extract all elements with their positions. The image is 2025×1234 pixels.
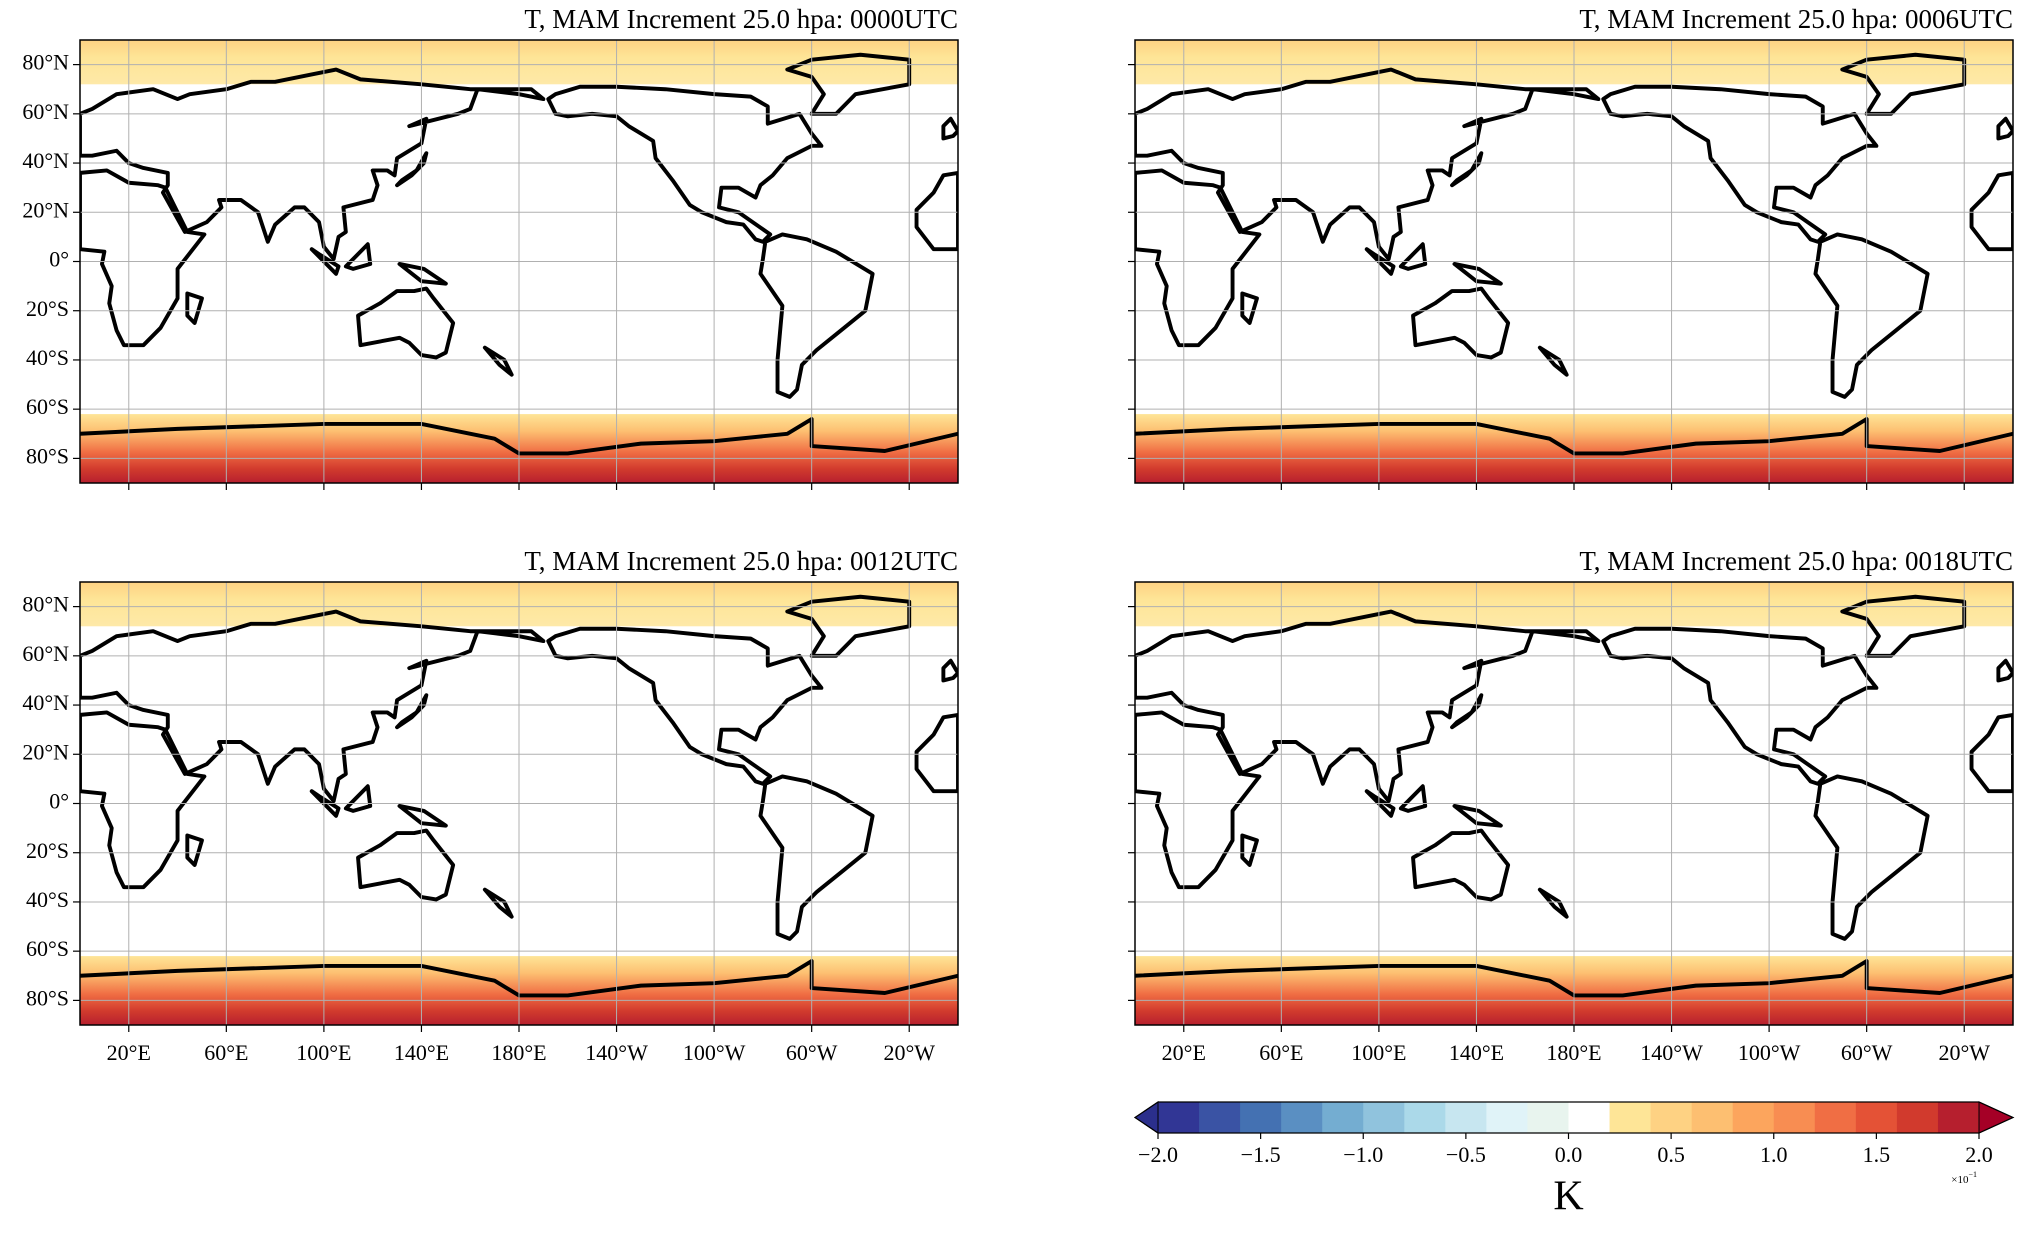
lon-tick-label: 100°W bbox=[1738, 1040, 1801, 1065]
lon-tick-label: 180°E bbox=[1546, 1040, 1601, 1065]
lon-tick-label: 140°W bbox=[1640, 1040, 1703, 1065]
lon-tick-label: 20°W bbox=[883, 1040, 935, 1065]
lat-tick-label: 20°S bbox=[26, 838, 69, 863]
colorbar-tick-label: 0.0 bbox=[1555, 1142, 1583, 1167]
lat-tick-label: 60°S bbox=[26, 394, 69, 419]
colorbar-swatch bbox=[1568, 1102, 1611, 1133]
colorbar-swatch bbox=[1650, 1102, 1693, 1133]
lat-tick-label: 20°N bbox=[22, 739, 69, 764]
colorbar-swatch bbox=[1732, 1102, 1775, 1133]
lat-tick-label: 80°S bbox=[26, 985, 69, 1010]
lat-tick-label: 0° bbox=[49, 247, 69, 272]
colorbar-swatch bbox=[1855, 1102, 1898, 1133]
colorbar-tick-label: 1.5 bbox=[1863, 1142, 1891, 1167]
panel-title: T, MAM Increment 25.0 hpa: 0000UTC bbox=[524, 4, 958, 34]
lat-tick-label: 60°N bbox=[22, 99, 69, 124]
colorbar-tick-label: 0.5 bbox=[1657, 1142, 1685, 1167]
map-frame bbox=[1134, 39, 2014, 484]
colorbar-swatch bbox=[1363, 1102, 1405, 1133]
lon-tick-label: 60°W bbox=[1841, 1040, 1893, 1065]
lat-tick-label: 0° bbox=[49, 789, 69, 814]
map-frame bbox=[79, 39, 959, 484]
lon-tick-label: 180°E bbox=[491, 1040, 546, 1065]
lat-tick-label: 60°N bbox=[22, 641, 69, 666]
scale-exponent: −1 bbox=[1968, 1170, 1977, 1179]
colorbar-tick-label: 2.0 bbox=[1965, 1142, 1993, 1167]
lat-tick-label: 40°N bbox=[22, 690, 69, 715]
colorbar-tick-label: −0.5 bbox=[1446, 1142, 1486, 1167]
colorbar-swatch bbox=[1199, 1102, 1241, 1133]
colorbar-swatch bbox=[1486, 1102, 1528, 1133]
lat-tick-label: 40°N bbox=[22, 148, 69, 173]
lat-tick-label: 40°S bbox=[26, 887, 69, 912]
colorbar-swatch bbox=[1404, 1102, 1446, 1133]
lon-tick-label: 100°E bbox=[1351, 1040, 1406, 1065]
colorbar-swatch bbox=[1773, 1102, 1816, 1133]
colorbar-swatch bbox=[1609, 1102, 1652, 1133]
colorbar-extend-high bbox=[1978, 1101, 2015, 1134]
lat-tick-label: 80°N bbox=[22, 50, 69, 75]
colorbar-tick-label: −1.5 bbox=[1241, 1142, 1281, 1167]
panel-title: T, MAM Increment 25.0 hpa: 0012UTC bbox=[524, 546, 958, 576]
lat-tick-label: 20°N bbox=[22, 197, 69, 222]
lon-tick-label: 60°E bbox=[1259, 1040, 1303, 1065]
lon-tick-label: 140°E bbox=[394, 1040, 449, 1065]
lon-tick-label: 20°E bbox=[107, 1040, 151, 1065]
colorbar-swatch bbox=[1322, 1102, 1364, 1133]
lon-tick-label: 20°E bbox=[1162, 1040, 1206, 1065]
colorbar-tick-label: 1.0 bbox=[1760, 1142, 1788, 1167]
colorbar-swatch bbox=[1445, 1102, 1487, 1133]
map-frame bbox=[1134, 581, 2014, 1026]
scale-base: ×10 bbox=[1951, 1174, 1969, 1186]
lon-tick-label: 60°E bbox=[204, 1040, 248, 1065]
lon-tick-label: 140°E bbox=[1449, 1040, 1504, 1065]
lat-tick-label: 80°S bbox=[26, 443, 69, 468]
lon-tick-label: 20°W bbox=[1938, 1040, 1990, 1065]
colorbar-swatch bbox=[1814, 1102, 1857, 1133]
colorbar-swatch bbox=[1691, 1102, 1734, 1133]
panel-title: T, MAM Increment 25.0 hpa: 0006UTC bbox=[1579, 4, 2013, 34]
lat-tick-label: 60°S bbox=[26, 936, 69, 961]
colorbar-label: K bbox=[1553, 1174, 1583, 1220]
colorbar-swatch bbox=[1240, 1102, 1282, 1133]
colorbar-swatch bbox=[1527, 1102, 1569, 1133]
colorbar-swatch bbox=[1158, 1102, 1200, 1133]
map-frame bbox=[79, 581, 959, 1026]
colorbar-tick-label: −2.0 bbox=[1138, 1142, 1178, 1167]
lat-tick-label: 40°S bbox=[26, 345, 69, 370]
colorbar-swatch bbox=[1281, 1102, 1323, 1133]
lon-tick-label: 100°W bbox=[683, 1040, 746, 1065]
lon-tick-label: 140°W bbox=[585, 1040, 648, 1065]
panel-title: T, MAM Increment 25.0 hpa: 0018UTC bbox=[1579, 546, 2013, 576]
lat-tick-label: 80°N bbox=[22, 592, 69, 617]
lon-tick-label: 100°E bbox=[296, 1040, 351, 1065]
lon-tick-label: 60°W bbox=[786, 1040, 838, 1065]
lat-tick-label: 20°S bbox=[26, 296, 69, 321]
colorbar-swatch bbox=[1937, 1102, 1980, 1133]
colorbar-scale: ×10−1 bbox=[1951, 1170, 1977, 1186]
colorbar-tick-label: −1.0 bbox=[1343, 1142, 1383, 1167]
colorbar-swatch bbox=[1896, 1102, 1939, 1133]
colorbar-extend-low bbox=[1134, 1101, 1159, 1134]
